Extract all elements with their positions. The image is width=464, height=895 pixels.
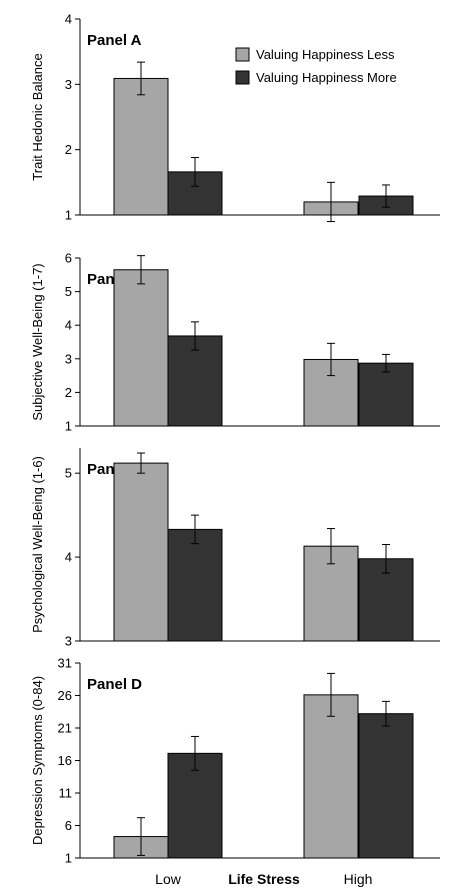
bar — [358, 713, 414, 859]
y-tick-label: 4 — [65, 318, 72, 333]
x-axis-labels: Low Life Stress High — [155, 871, 372, 887]
bar — [358, 362, 414, 427]
y-tick-label: 2 — [65, 385, 72, 400]
bar — [303, 694, 359, 859]
y-tick-label: 1 — [65, 419, 72, 434]
x-category-low: Low — [155, 871, 182, 887]
bar — [113, 462, 169, 642]
bar — [167, 528, 223, 642]
x-axis-title: Life Stress — [228, 871, 300, 887]
x-category-high: High — [344, 871, 373, 887]
y-tick-label: 31 — [58, 656, 72, 671]
y-tick-label: 5 — [65, 466, 72, 481]
panel-1: 1 2 3 4 Trait Hedonic Balance Panel A — [30, 12, 440, 223]
y-axis-label: Trait Hedonic Balance — [30, 53, 45, 180]
y-tick-label: 3 — [65, 77, 72, 92]
y-axis-label: Depression Symptoms (0-84) — [30, 676, 45, 845]
y-axis-label: Psychological Well-Being (1-6) — [30, 456, 45, 633]
legend-label-less: Valuing Happiness Less — [256, 47, 395, 62]
y-axis-label: Subjective Well-Being (1-7) — [30, 263, 45, 420]
legend-swatch-more — [235, 70, 250, 85]
y-tick-label: 1 — [65, 851, 72, 866]
y-tick-label: 16 — [58, 753, 72, 768]
y-tick-label: 26 — [58, 688, 72, 703]
panel-title: Panel A — [87, 32, 142, 49]
y-tick-label: 11 — [59, 786, 73, 801]
legend-label-more: Valuing Happiness More — [256, 70, 397, 85]
bar — [113, 77, 169, 216]
y-tick-label: 4 — [65, 550, 72, 565]
y-tick-label: 1 — [65, 208, 72, 223]
y-tick-label: 2 — [65, 142, 72, 157]
bar — [167, 335, 223, 427]
legend: Valuing Happiness Less Valuing Happiness… — [235, 47, 397, 85]
y-tick-label: 3 — [65, 634, 72, 649]
panel-title: Panel D — [87, 676, 142, 693]
bar — [113, 269, 169, 427]
y-tick-label: 21 — [58, 721, 72, 736]
y-tick-label: 6 — [65, 251, 72, 266]
y-tick-label: 5 — [65, 284, 72, 299]
y-tick-label: 6 — [65, 818, 72, 833]
y-tick-label: 3 — [65, 351, 72, 366]
y-tick-label: 4 — [65, 12, 72, 27]
bar — [167, 752, 223, 859]
panels: 1 2 3 4 Trait Hedonic Balance Panel A 1 2 3 4 5 6 Su… — [30, 12, 440, 866]
legend-swatch-less — [235, 47, 250, 62]
